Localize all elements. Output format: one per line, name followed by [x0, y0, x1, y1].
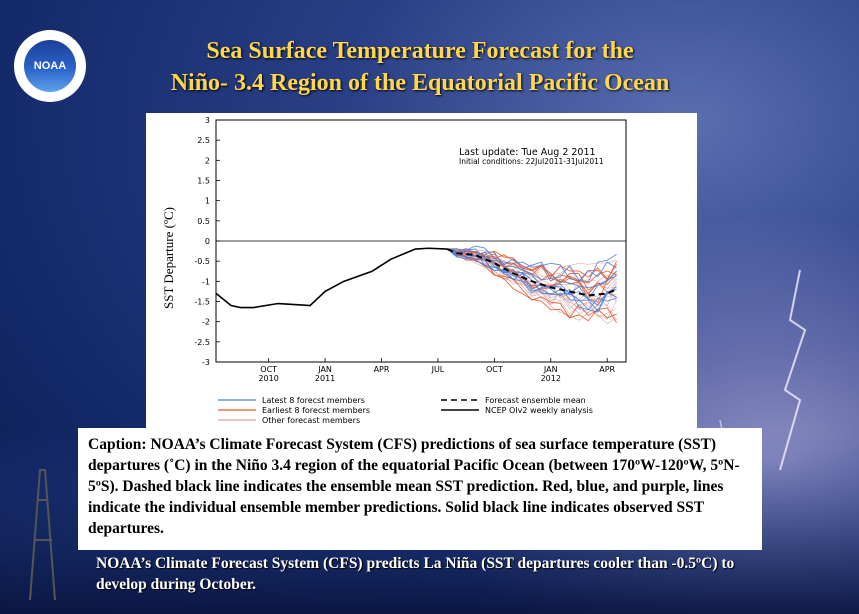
- initial-conditions-annotation: Initial conditions: 22Jul2011-31Jul2011: [459, 157, 604, 166]
- caption-text: Caption: NOAA’s Climate Forecast System …: [88, 436, 740, 537]
- legend-label: Forecast ensemble mean: [485, 396, 586, 405]
- x-tick-year-label: 2010: [258, 374, 278, 383]
- legend-label: Other forecast members: [262, 416, 360, 425]
- forecast-member-line: [447, 248, 617, 311]
- page-title-line-1: Sea Surface Temperature Forecast for the: [206, 38, 634, 64]
- y-tick-label: -1: [202, 277, 210, 286]
- y-tick-label: 2: [205, 156, 210, 165]
- forecast-member-line: [447, 248, 617, 312]
- x-tick-year-label: 2011: [315, 374, 335, 383]
- page-title-line-2: Niño- 3.4 Region of the Equatorial Pacif…: [170, 70, 670, 96]
- noaa-logo: NOAA: [14, 30, 86, 102]
- y-tick-labels: 3 2.5 2 1.5 1 0.5 0 -0.5 -1 -1.5 -2 -2.5 -3: [194, 116, 220, 367]
- chart-panel: SST Departure (ºC) Last update: Tue Aug …: [146, 113, 697, 431]
- x-tick-label: APR: [599, 365, 615, 374]
- forecast-member-line: [447, 248, 617, 323]
- forecast-member-line: [447, 245, 617, 283]
- observed-sst-line: [215, 247, 448, 309]
- x-tick-label: JAN: [317, 365, 332, 374]
- y-tick-label: -0.5: [194, 257, 210, 266]
- y-axis-label: SST Departure (ºC): [161, 207, 176, 309]
- y-tick-label: 0: [205, 237, 210, 246]
- y-tick-label: -1.5: [194, 298, 210, 307]
- last-update-annotation: Last update: Tue Aug 2 2011: [459, 147, 596, 158]
- y-tick-label: -3: [202, 358, 210, 367]
- y-tick-label: -2.5: [194, 338, 210, 347]
- sst-forecast-chart: SST Departure (ºC) Last update: Tue Aug …: [161, 116, 627, 425]
- x-tick-label: JUL: [431, 365, 445, 374]
- x-tick-label: OCT: [486, 365, 503, 374]
- noaa-logo-emblem: NOAA: [24, 40, 76, 92]
- summary-text: NOAA’s Climate Forecast System (CFS) pre…: [96, 555, 735, 593]
- x-tick-label: APR: [374, 365, 390, 374]
- y-tick-label: 1.5: [197, 177, 210, 186]
- ensemble-mean-line: [446, 248, 617, 297]
- legend-label: NCEP OIv2 weekly analysis: [485, 406, 593, 415]
- x-tick-year-label: 2012: [541, 374, 561, 383]
- y-tick-label: 1: [205, 197, 210, 206]
- legend-label: Latest 8 forecst members: [262, 396, 365, 405]
- forecast-members: [447, 245, 618, 325]
- x-tick-label: JAN: [543, 365, 558, 374]
- y-tick-label: 0.5: [197, 217, 210, 226]
- y-tick-label: 3: [205, 116, 210, 125]
- chart-lines: [215, 247, 617, 309]
- y-tick-label: -2: [202, 318, 210, 327]
- x-tick-label: OCT: [260, 365, 277, 374]
- forecast-member-line: [447, 248, 617, 325]
- legend-label: Earliest 8 forecst members: [262, 406, 370, 415]
- forecast-member-line: [447, 248, 617, 282]
- y-tick-label: 2.5: [197, 136, 210, 145]
- caption-box: Caption: NOAA’s Climate Forecast System …: [78, 428, 762, 550]
